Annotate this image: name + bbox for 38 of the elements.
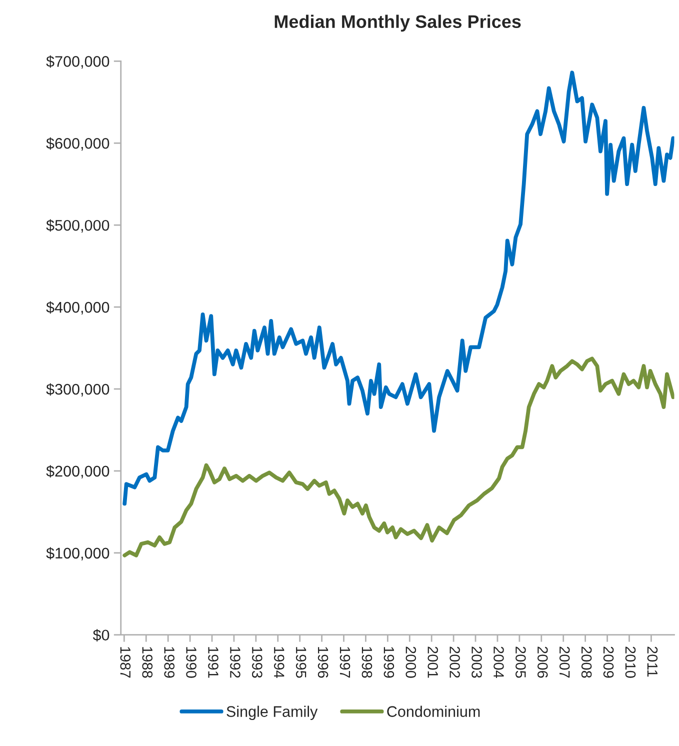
y-tick-label: $400,000: [46, 301, 110, 315]
x-tick-label: 2010: [625, 646, 636, 678]
y-tick-label: $0: [92, 629, 110, 642]
x-tick-label: 1993: [252, 647, 262, 678]
y-tick-label: $300,000: [46, 383, 110, 396]
legend-label: Single Family: [226, 706, 318, 720]
x-tick-label: 1998: [362, 647, 372, 678]
y-tick-label: $700,000: [46, 55, 110, 69]
x-tick-label: 2011: [647, 646, 658, 677]
x-tick-label: 1994: [274, 647, 284, 678]
y-tick-label: $200,000: [46, 465, 110, 478]
x-tick-label: 2001: [428, 646, 438, 678]
x-tick-label: 2004: [494, 646, 504, 678]
y-tick-label: $500,000: [46, 219, 110, 233]
y-tick-label: $600,000: [46, 137, 110, 151]
chart-title: Median Monthly Sales Prices: [274, 14, 521, 32]
x-tick-label: 2009: [603, 646, 614, 678]
line-series: [122, 70, 674, 506]
x-tick-label: 1999: [384, 647, 394, 678]
x-tick-label: 2008: [581, 646, 592, 678]
x-tick-label: 2003: [472, 646, 482, 678]
x-tick-label: 1990: [186, 647, 196, 678]
x-tick-label: 1991: [208, 647, 218, 678]
line-series: [122, 356, 674, 558]
legend-label: Condominium: [387, 706, 480, 717]
x-tick-label: 1996: [318, 647, 328, 678]
x-tick-label: 1987: [120, 647, 131, 678]
x-tick-label: 2007: [559, 646, 570, 678]
x-tick-label: 1997: [340, 647, 350, 678]
x-tick-label: 2002: [450, 646, 460, 678]
x-tick-label: 2005: [516, 646, 526, 678]
x-tick-label: 1989: [164, 647, 174, 678]
x-tick-label: 1992: [230, 647, 240, 678]
y-tick-label: $100,000: [46, 547, 110, 560]
x-tick-label: 1988: [142, 647, 153, 678]
x-tick-label: 2000: [406, 646, 416, 678]
x-tick-label: 2006: [537, 646, 548, 678]
x-tick-label: 1995: [296, 647, 306, 678]
